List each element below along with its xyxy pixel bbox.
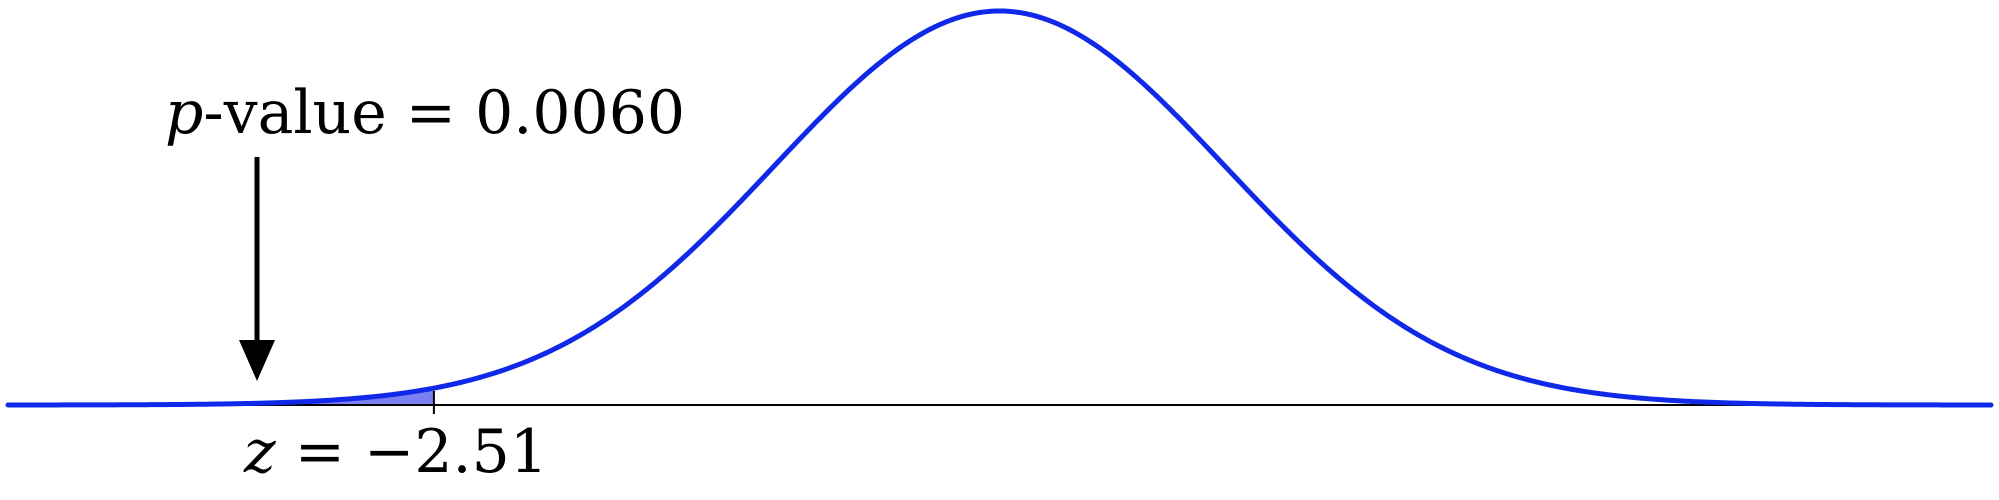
p-variable: p: [165, 78, 203, 148]
critical-value-label: z = −2.51: [243, 417, 548, 487]
p-value-label: p-value = 0.0060: [165, 78, 685, 148]
critical-value-text: = −2.51: [276, 417, 548, 487]
normal-curve: [5, 8, 1994, 408]
arrow-annotation: [239, 157, 275, 381]
p-value-text: -value = 0.0060: [203, 78, 685, 148]
arrow-head-icon: [239, 340, 275, 381]
z-variable: z: [243, 417, 276, 487]
